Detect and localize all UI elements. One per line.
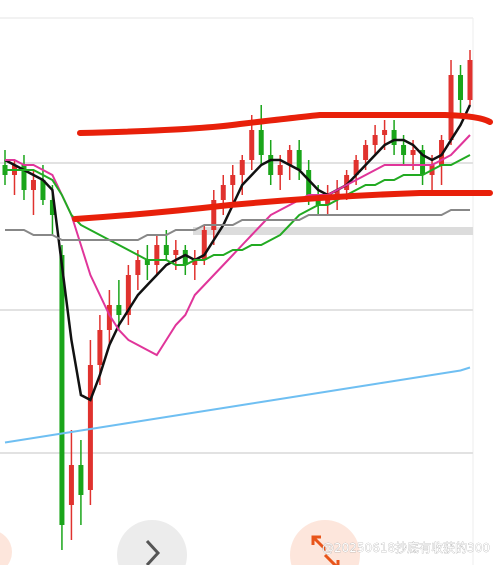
candle-body bbox=[192, 260, 198, 265]
next-icon bbox=[145, 539, 161, 565]
left-button[interactable] bbox=[0, 530, 12, 565]
candle-body bbox=[116, 305, 122, 315]
moving-average-line bbox=[5, 134, 471, 357]
candle-body bbox=[467, 60, 473, 100]
marks bbox=[2, 50, 473, 550]
candle-body bbox=[106, 305, 112, 330]
candle-body bbox=[163, 245, 169, 255]
candle-body bbox=[182, 250, 188, 265]
candle-body bbox=[68, 465, 74, 505]
candle-body bbox=[135, 260, 141, 275]
candle-body bbox=[344, 175, 350, 190]
candle-body bbox=[382, 130, 388, 135]
candle-body bbox=[220, 185, 226, 200]
candle-body bbox=[353, 160, 359, 175]
candle-body bbox=[21, 165, 27, 190]
candle-body bbox=[30, 180, 36, 190]
candle-body bbox=[78, 465, 84, 495]
candle-body bbox=[154, 245, 160, 265]
moving-average-line bbox=[4, 104, 472, 402]
resistance-line bbox=[77, 112, 493, 136]
candle-body bbox=[230, 175, 236, 185]
price-band bbox=[193, 227, 473, 235]
candle-body bbox=[201, 230, 207, 260]
candle-body bbox=[268, 155, 274, 175]
candle-body bbox=[249, 130, 255, 160]
candle-body bbox=[420, 150, 426, 175]
candle-body bbox=[59, 255, 65, 525]
candle-body bbox=[87, 365, 93, 490]
candle-body bbox=[401, 145, 407, 155]
candle-body bbox=[363, 145, 369, 160]
candle-body bbox=[334, 190, 340, 195]
candle-body bbox=[410, 150, 416, 155]
support-line bbox=[72, 190, 493, 222]
candle-body bbox=[372, 135, 378, 145]
moving-average-line bbox=[5, 154, 471, 266]
candle-body bbox=[458, 75, 464, 100]
candle-body bbox=[144, 260, 150, 265]
candle-body bbox=[448, 75, 454, 140]
candle-body bbox=[277, 165, 283, 175]
candle-body bbox=[391, 130, 397, 145]
candle-body bbox=[173, 250, 179, 255]
tool-button[interactable] bbox=[290, 520, 360, 565]
candle-body bbox=[49, 200, 55, 215]
next-button[interactable] bbox=[117, 520, 187, 565]
watermark: @20250618抄底有收获的300 bbox=[322, 540, 490, 555]
candle-body bbox=[239, 160, 245, 175]
candle-body bbox=[439, 140, 445, 165]
moving-average-line bbox=[5, 209, 470, 241]
candle-body bbox=[306, 170, 312, 195]
tool-icon bbox=[311, 535, 340, 565]
candle-body bbox=[296, 150, 302, 170]
candle-body bbox=[40, 180, 46, 200]
moving-average-line bbox=[4, 366, 471, 444]
candle-body bbox=[211, 200, 217, 230]
candle-body bbox=[97, 330, 103, 365]
candle-body bbox=[287, 150, 293, 165]
candle-body bbox=[258, 130, 264, 155]
candle-body bbox=[125, 275, 131, 315]
